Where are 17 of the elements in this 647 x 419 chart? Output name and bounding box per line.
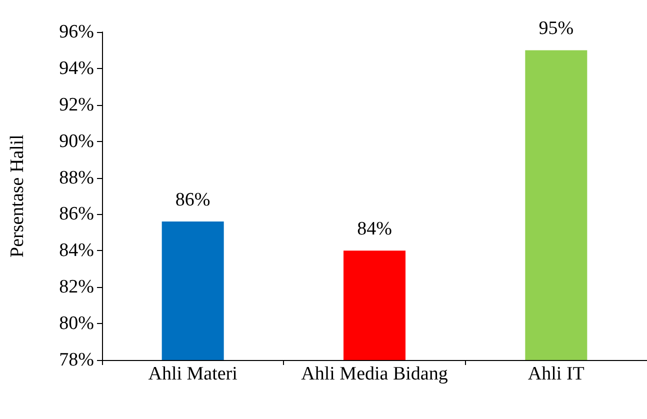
- y-tick-label: 86%: [59, 204, 94, 225]
- y-tick-label: 94%: [59, 58, 94, 79]
- data-label: 86%: [175, 190, 210, 211]
- data-label: 84%: [357, 218, 392, 240]
- y-tick-label: 90%: [59, 130, 94, 152]
- x-tick-label: Ahli Media Bidang: [301, 364, 448, 384]
- y-axis-title: Persentase Halil: [7, 134, 28, 258]
- y-tick-label: 80%: [59, 313, 94, 334]
- y-tick-label: 88%: [59, 167, 94, 188]
- y-tick-label: 96%: [59, 22, 94, 42]
- y-tick-label: 92%: [59, 94, 94, 116]
- x-tick-label: Ahli Materi: [148, 364, 238, 384]
- data-label: 95%: [538, 18, 574, 40]
- y-tick-label: 84%: [59, 240, 94, 262]
- x-tick-label: Ahli IT: [528, 364, 585, 384]
- y-tick-label: 82%: [59, 276, 94, 298]
- y-tick-label: 78%: [59, 350, 94, 370]
